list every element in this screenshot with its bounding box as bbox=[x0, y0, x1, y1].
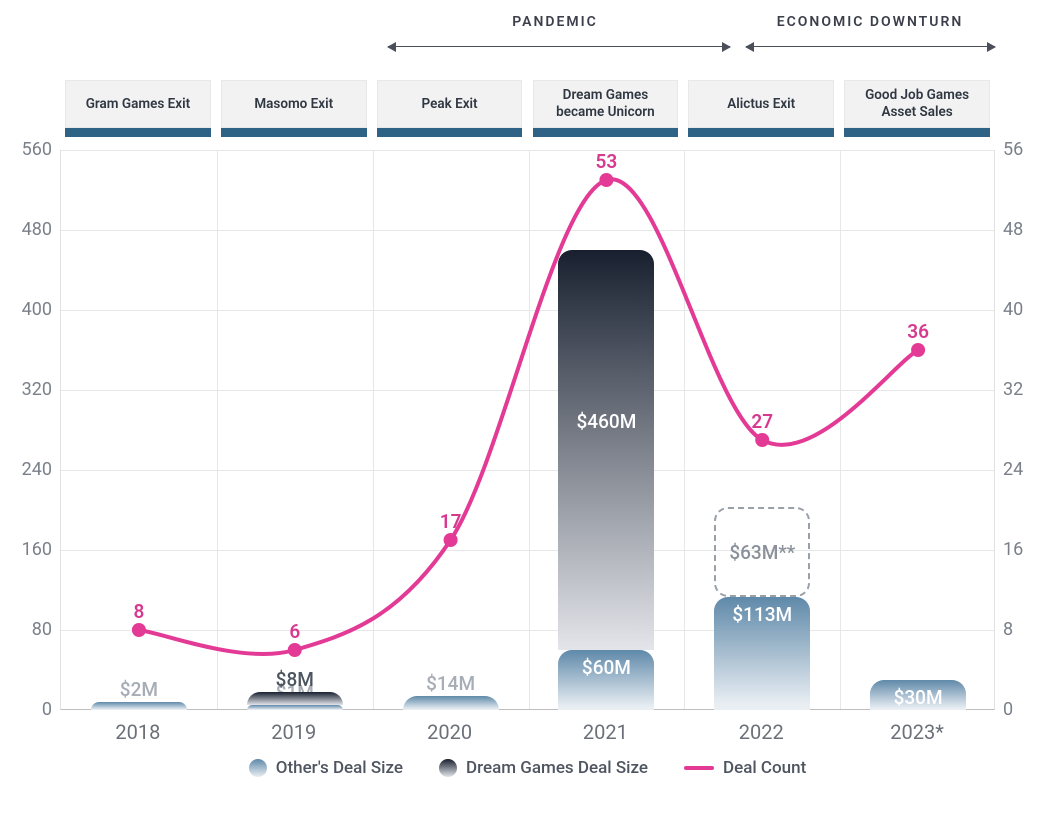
event-box: Gram Games Exit bbox=[65, 80, 211, 128]
event-underline-bar bbox=[65, 128, 211, 137]
event-underline-bar bbox=[844, 128, 990, 137]
event-underline-bar bbox=[377, 128, 523, 137]
bar-dream bbox=[558, 250, 654, 650]
legend-label-others: Other's Deal Size bbox=[276, 758, 403, 778]
event-underline-bar bbox=[688, 128, 834, 137]
legend-swatch-line bbox=[684, 766, 714, 770]
bar-others bbox=[403, 696, 499, 710]
legend-label-dream: Dream Games Deal Size bbox=[466, 758, 648, 778]
y-right-tick: 32 bbox=[1003, 379, 1023, 400]
y-right-tick: 40 bbox=[1003, 299, 1023, 320]
period-label: PANDEMIC bbox=[435, 14, 675, 30]
event-box: Dream Games became Unicorn bbox=[533, 80, 679, 128]
deal-count-point-label: 36 bbox=[907, 320, 929, 343]
period-arrow bbox=[746, 46, 995, 47]
deal-count-point bbox=[444, 533, 458, 547]
legend: Other's Deal Size Dream Games Deal Size … bbox=[228, 758, 828, 778]
event-underline-bar bbox=[221, 128, 367, 137]
event-box: Peak Exit bbox=[377, 80, 523, 128]
bar-others-label: $113M bbox=[732, 603, 792, 626]
x-tick: 2023* bbox=[890, 720, 944, 744]
event-column: Good Job Games Asset Sales bbox=[844, 80, 990, 137]
event-box: Good Job Games Asset Sales bbox=[844, 80, 990, 128]
deal-count-point bbox=[755, 433, 769, 447]
chart-container: PANDEMIC ECONOMIC DOWNTURN Gram Games Exi… bbox=[10, 10, 1031, 809]
event-underline-bar bbox=[533, 128, 679, 137]
y-left-tick: 80 bbox=[10, 619, 52, 640]
bar-extra-dashed-label: $63M** bbox=[729, 541, 795, 564]
y-right-tick: 24 bbox=[1003, 459, 1023, 480]
x-tick: 2022 bbox=[739, 720, 784, 744]
period-label: ECONOMIC DOWNTURN bbox=[750, 14, 990, 30]
event-column: Alictus Exit bbox=[688, 80, 834, 137]
y-right-tick: 0 bbox=[1003, 699, 1013, 720]
y-left-tick: 320 bbox=[10, 379, 52, 400]
bar-dream bbox=[247, 692, 343, 705]
deal-count-point-label: 53 bbox=[596, 150, 618, 173]
bar-others-label: $60M bbox=[582, 656, 631, 679]
event-column: Gram Games Exit bbox=[65, 80, 211, 137]
x-tick: 2021 bbox=[583, 720, 628, 744]
bar-dream-label: $460M bbox=[577, 410, 637, 433]
x-tick: 2019 bbox=[271, 720, 316, 744]
deal-count-point bbox=[599, 173, 613, 187]
event-column: Masomo Exit bbox=[221, 80, 367, 137]
deal-count-point-label: 27 bbox=[751, 410, 773, 433]
y-left-tick: 0 bbox=[10, 699, 52, 720]
y-right-tick: 48 bbox=[1003, 219, 1023, 240]
period-arrow bbox=[388, 46, 730, 47]
deal-count-point-label: 6 bbox=[289, 620, 300, 643]
y-left-tick: 480 bbox=[10, 219, 52, 240]
bar-others bbox=[91, 702, 187, 710]
event-column: Peak Exit bbox=[377, 80, 523, 137]
event-column: Dream Games became Unicorn bbox=[533, 80, 679, 137]
legend-label-line: Deal Count bbox=[723, 758, 806, 778]
y-left-tick: 560 bbox=[10, 139, 52, 160]
deal-count-point bbox=[911, 343, 925, 357]
legend-item-others: Other's Deal Size bbox=[249, 758, 403, 778]
y-right-tick: 16 bbox=[1003, 539, 1023, 560]
bar-dream-label: $8M bbox=[276, 668, 314, 691]
x-tick: 2018 bbox=[115, 720, 160, 744]
bar-extra-dashed: $63M** bbox=[714, 507, 810, 597]
legend-swatch-dream bbox=[439, 759, 457, 777]
bar-others-label: $14M bbox=[426, 672, 475, 695]
plot-area: $2M$1M$14M$60M$113M$30M$8M$460M$63M** 86… bbox=[60, 150, 995, 710]
y-left-tick: 240 bbox=[10, 459, 52, 480]
deal-count-point bbox=[288, 643, 302, 657]
bar-others-label: $2M bbox=[120, 678, 158, 701]
legend-item-line: Deal Count bbox=[684, 758, 806, 778]
y-right-tick: 56 bbox=[1003, 139, 1023, 160]
bar-others-label: $30M bbox=[894, 686, 943, 709]
x-tick: 2020 bbox=[427, 720, 472, 744]
legend-swatch-others bbox=[249, 759, 267, 777]
event-box: Masomo Exit bbox=[221, 80, 367, 128]
event-box: Alictus Exit bbox=[688, 80, 834, 128]
y-left-tick: 160 bbox=[10, 539, 52, 560]
deal-count-point-label: 17 bbox=[440, 510, 462, 533]
y-left-tick: 400 bbox=[10, 299, 52, 320]
y-right-tick: 8 bbox=[1003, 619, 1013, 640]
deal-count-point-label: 8 bbox=[133, 600, 144, 623]
legend-item-dream: Dream Games Deal Size bbox=[439, 758, 648, 778]
bar-others bbox=[247, 705, 343, 710]
